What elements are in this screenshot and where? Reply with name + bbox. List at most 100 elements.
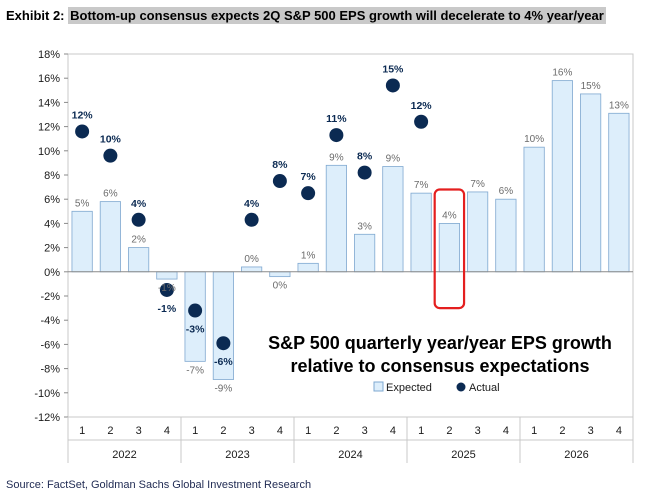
expected-value-label: 9%	[386, 154, 401, 165]
expected-value-label: -9%	[214, 383, 232, 394]
quarter-label: 3	[249, 425, 255, 437]
actual-dot	[216, 336, 231, 351]
y-tick-label: -6%	[40, 339, 60, 351]
actual-dot	[357, 165, 372, 180]
expected-bar	[410, 192, 432, 273]
plot-frame	[67, 53, 634, 418]
quarter-label: 4	[503, 425, 509, 437]
y-tick-label: 10%	[38, 146, 60, 158]
actual-dot	[103, 148, 118, 163]
y-tick-label: -8%	[40, 364, 60, 376]
expected-value-label: 3%	[357, 221, 372, 232]
year-label: 2023	[225, 449, 249, 461]
chart-inner-subtitle: relative to consensus expectations	[290, 356, 589, 376]
quarter-label: 1	[305, 425, 311, 437]
quarter-label: 1	[192, 425, 198, 437]
y-tick-label: 14%	[38, 97, 60, 109]
quarter-label: 2	[107, 425, 113, 437]
quarter-label: 2	[559, 425, 565, 437]
expected-value-label: 6%	[499, 186, 514, 197]
y-tick-label: -12%	[34, 412, 60, 424]
y-tick-label: 18%	[38, 49, 60, 61]
expected-bar	[269, 271, 291, 278]
quarter-label: 3	[362, 425, 368, 437]
y-tick-label: -4%	[40, 315, 60, 327]
chart-inner-title: S&P 500 quarterly year/year EPS growth	[268, 333, 612, 353]
actual-dot	[329, 128, 344, 143]
expected-value-label: 4%	[442, 210, 457, 221]
year-label: 2024	[338, 449, 362, 461]
y-tick-label: -2%	[40, 291, 60, 303]
expected-bar	[71, 210, 93, 273]
actual-dot	[131, 212, 146, 227]
expected-bar	[241, 266, 263, 273]
quarter-label: 4	[390, 425, 396, 437]
exhibit-prefix: Exhibit 2:	[6, 8, 65, 23]
actual-dot	[272, 174, 287, 189]
expected-value-label: 0%	[273, 281, 288, 292]
y-tick-label: -10%	[34, 388, 60, 400]
expected-value-label: 9%	[329, 152, 344, 163]
actual-value-label: 12%	[72, 109, 94, 121]
expected-value-label: 7%	[470, 179, 485, 190]
actual-value-label: 10%	[100, 134, 122, 146]
actual-value-label: 8%	[272, 159, 288, 171]
actual-value-label: 11%	[326, 113, 347, 125]
expected-value-label: 6%	[103, 189, 118, 200]
expected-value-label: 15%	[581, 81, 601, 92]
expected-value-label: 5%	[75, 198, 90, 209]
y-tick-label: 6%	[44, 194, 60, 206]
actual-dots	[75, 78, 429, 351]
expected-bar	[354, 233, 376, 273]
quarter-label: 2	[333, 425, 339, 437]
legend-actual-dot	[456, 382, 466, 392]
source-note: Source: FactSet, Goldman Sachs Global In…	[6, 479, 312, 491]
expected-bars	[71, 80, 630, 380]
actual-value-label: 8%	[357, 151, 373, 163]
actual-value-label: 7%	[301, 171, 317, 183]
axes: 18%16%14%12%10%8%6%4%2%0%-2%-4%-6%-8%-10…	[34, 49, 634, 463]
expected-value-label: -1%	[158, 283, 176, 294]
quarter-label: 3	[588, 425, 594, 437]
expected-value-label: 0%	[244, 254, 259, 265]
actual-dot	[75, 124, 90, 139]
year-label: 2026	[564, 449, 588, 461]
exhibit-title: Exhibit 2: Bottom-up consensus expects 2…	[6, 7, 606, 24]
actual-value-label: 12%	[411, 100, 433, 112]
actual-dot	[385, 78, 400, 93]
actual-value-label: 4%	[131, 198, 147, 210]
y-tick-label: 4%	[44, 218, 60, 230]
y-tick-label: 0%	[44, 267, 60, 279]
legend-actual-label: Actual	[469, 382, 500, 394]
quarter-label: 2	[446, 425, 452, 437]
expected-bar	[608, 112, 630, 273]
expected-value-label: 7%	[414, 180, 429, 191]
exhibit-headline: Bottom-up consensus expects 2Q S&P 500 E…	[68, 7, 606, 24]
expected-value-label: 2%	[131, 235, 146, 246]
expected-bar	[99, 201, 121, 273]
actual-dot	[414, 114, 429, 129]
actual-value-label: -3%	[186, 324, 205, 336]
y-tick-label: 8%	[44, 170, 60, 182]
actual-value-label: 15%	[382, 63, 404, 75]
expected-value-label: 10%	[524, 134, 544, 145]
expected-bar	[495, 198, 517, 273]
quarter-label: 1	[79, 425, 85, 437]
expected-value-label: -7%	[186, 365, 204, 376]
expected-bar	[523, 146, 545, 273]
expected-value-label: 16%	[552, 68, 572, 79]
quarter-label: 4	[277, 425, 283, 437]
expected-value-label: 1%	[301, 250, 316, 261]
actual-dot	[244, 212, 259, 227]
quarter-label: 3	[475, 425, 481, 437]
y-tick-label: 16%	[38, 73, 60, 85]
y-tick-label: 2%	[44, 243, 60, 255]
expected-bar	[438, 222, 460, 273]
legend: Expected Actual	[373, 381, 500, 394]
quarter-label: 2	[220, 425, 226, 437]
actual-dot	[159, 282, 174, 297]
legend-expected-swatch	[373, 381, 384, 392]
year-label: 2022	[112, 449, 136, 461]
actual-value-label: 4%	[244, 198, 260, 210]
